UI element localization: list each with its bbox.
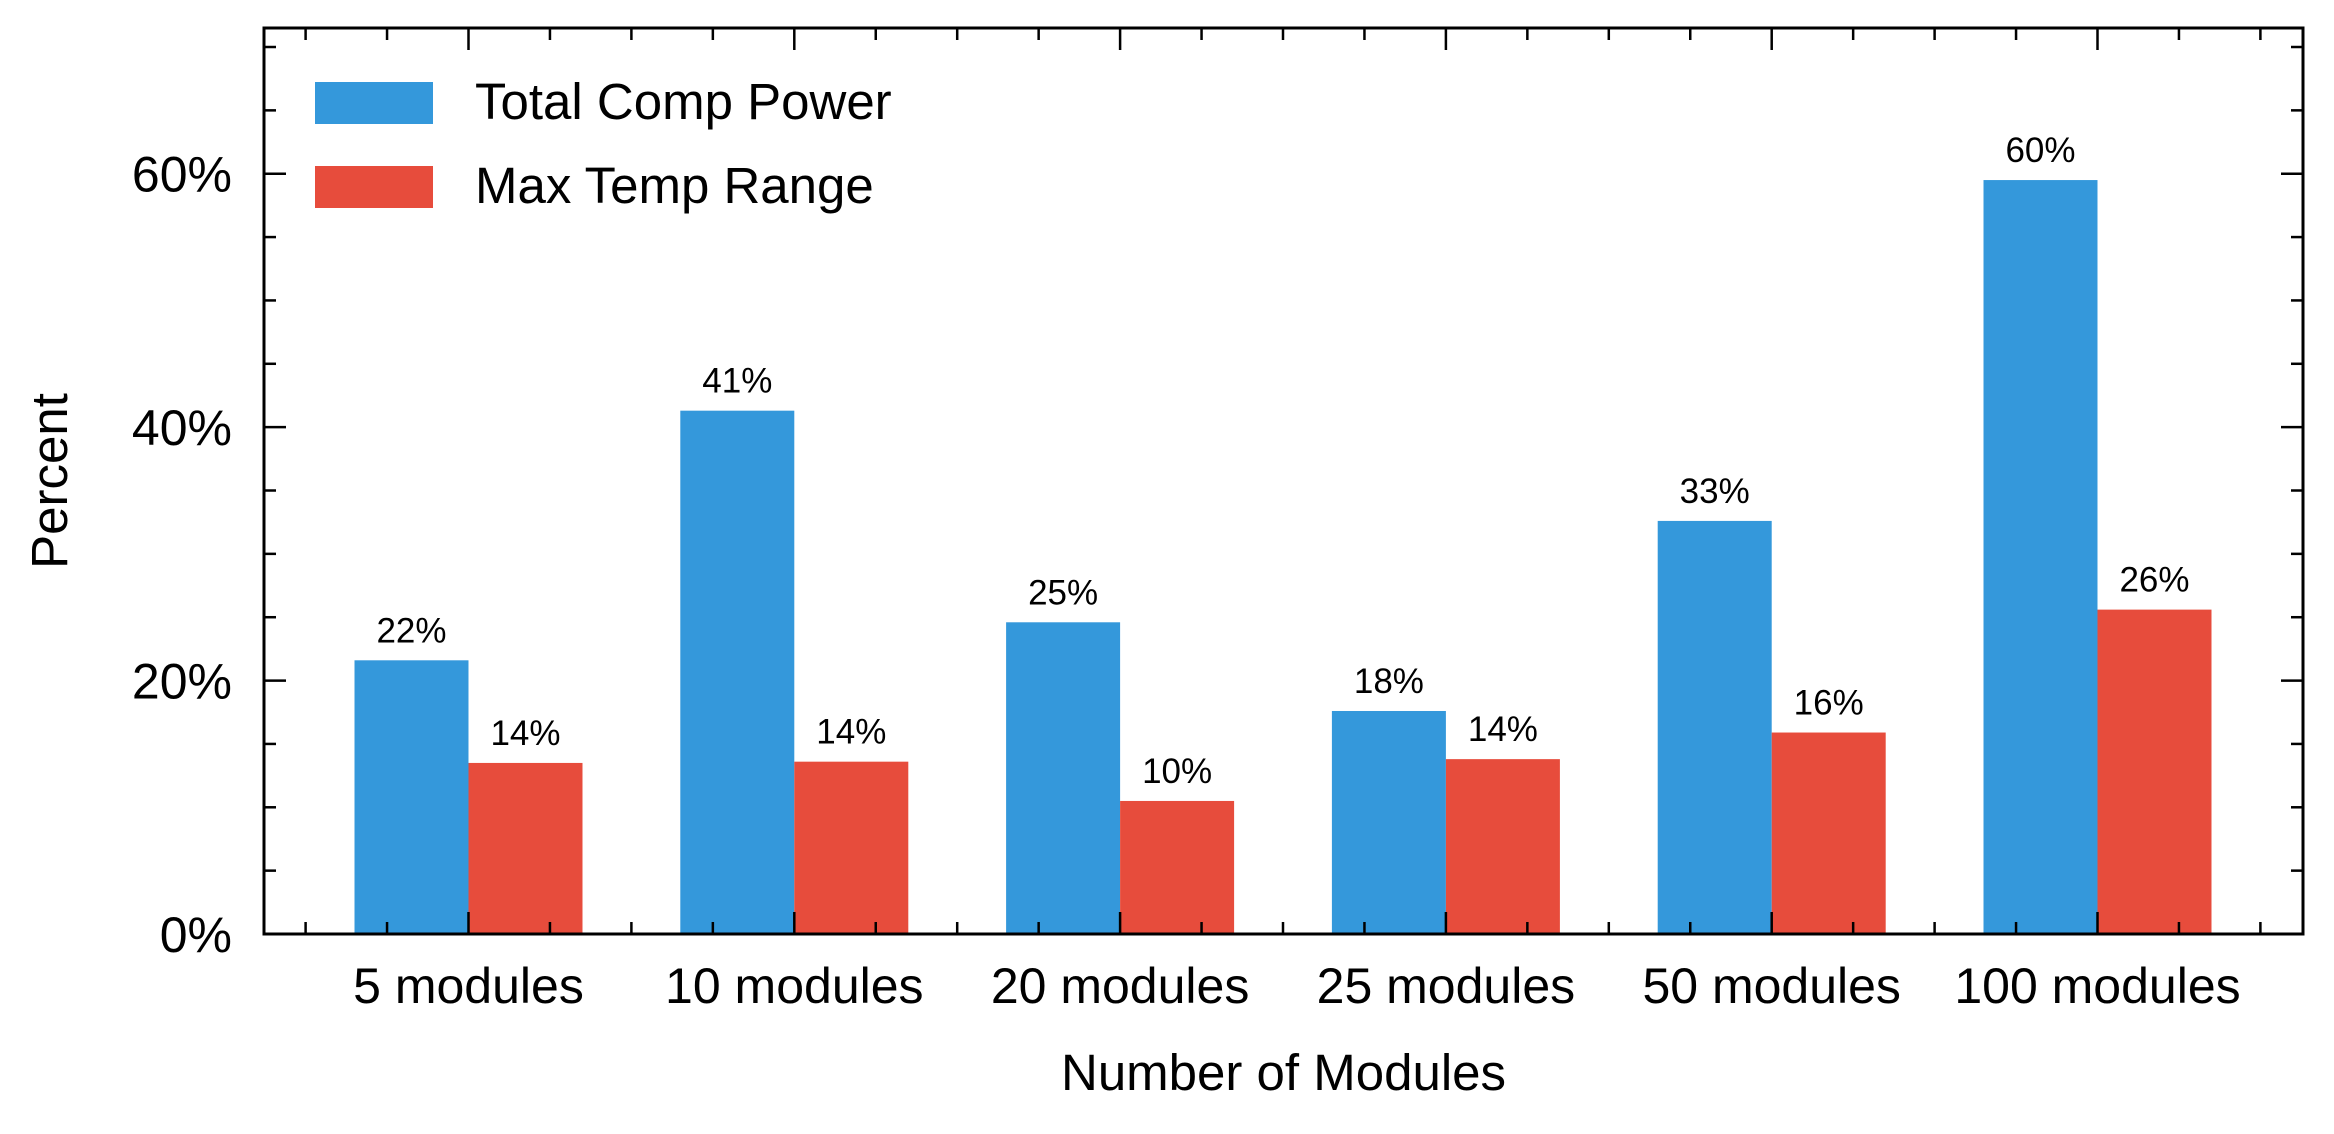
legend-swatch-max-temp-range <box>315 166 433 208</box>
legend-swatch-total-comp-power <box>315 82 433 124</box>
y-tick-label: 20% <box>132 654 232 710</box>
x-tick-label: 20 modules <box>991 958 1250 1014</box>
x-tick-labels: 5 modules 10 modules 20 modules 25 modules 5… <box>353 958 2241 1014</box>
bar-total-comp-power-2 <box>1006 622 1121 934</box>
data-label-max-temp-range-4: 16% <box>1794 684 1864 723</box>
data-label-total-comp-power-2: 25% <box>1028 573 1098 612</box>
bar-max-temp-range-4 <box>1771 732 1886 934</box>
data-label-max-temp-range-1: 14% <box>816 713 886 752</box>
legend-label-total-comp-power: Total Comp Power <box>475 73 892 130</box>
data-label-max-temp-range-3: 14% <box>1468 710 1538 749</box>
x-tick-label: 5 modules <box>353 958 584 1014</box>
data-label-max-temp-range-2: 10% <box>1142 752 1212 791</box>
x-tick-label: 50 modules <box>1642 958 1901 1014</box>
data-label-max-temp-range-5: 26% <box>2119 561 2189 600</box>
legend: Total Comp Power Max Temp Range <box>315 73 892 214</box>
bar-total-comp-power-3 <box>1331 710 1446 934</box>
ticks-layer <box>264 28 2303 936</box>
bar-max-temp-range-2 <box>1120 800 1235 934</box>
data-label-total-comp-power-3: 18% <box>1354 662 1424 701</box>
bar-max-temp-range-5 <box>2097 609 2212 934</box>
data-label-total-comp-power-5: 60% <box>2005 131 2075 170</box>
bar-total-comp-power-4 <box>1657 520 1772 934</box>
bar-max-temp-range-0 <box>468 762 583 934</box>
data-labels-layer: 22% 41% 25% 18% 33% 60% 14% 14% 10% 14% 16% 26% <box>376 131 2189 791</box>
data-label-total-comp-power-0: 22% <box>376 611 446 650</box>
x-tick-label: 10 modules <box>665 958 924 1014</box>
plot-frame <box>262 26 2305 936</box>
data-label-max-temp-range-0: 14% <box>490 714 560 753</box>
legend-label-max-temp-range: Max Temp Range <box>475 157 874 214</box>
y-tick-label: 60% <box>132 147 232 203</box>
x-axis-label: Number of Modules <box>1061 1044 1506 1101</box>
data-label-total-comp-power-1: 41% <box>702 362 772 401</box>
bar-total-comp-power-1 <box>680 410 795 934</box>
bar-max-temp-range-1 <box>794 761 909 934</box>
bar-max-temp-range-3 <box>1445 759 1560 934</box>
bar-total-comp-power-5 <box>1983 180 2098 935</box>
x-tick-label: 100 modules <box>1954 958 2240 1014</box>
y-tick-labels: 0% 20% 40% 60% <box>132 147 232 963</box>
data-label-total-comp-power-4: 33% <box>1680 472 1750 511</box>
y-tick-label: 40% <box>132 400 232 456</box>
bars-layer <box>354 180 2212 935</box>
y-tick-label: 0% <box>160 907 232 963</box>
y-axis-label: Percent <box>21 393 78 569</box>
x-tick-label: 25 modules <box>1317 958 1576 1014</box>
bar-total-comp-power-0 <box>354 660 469 934</box>
